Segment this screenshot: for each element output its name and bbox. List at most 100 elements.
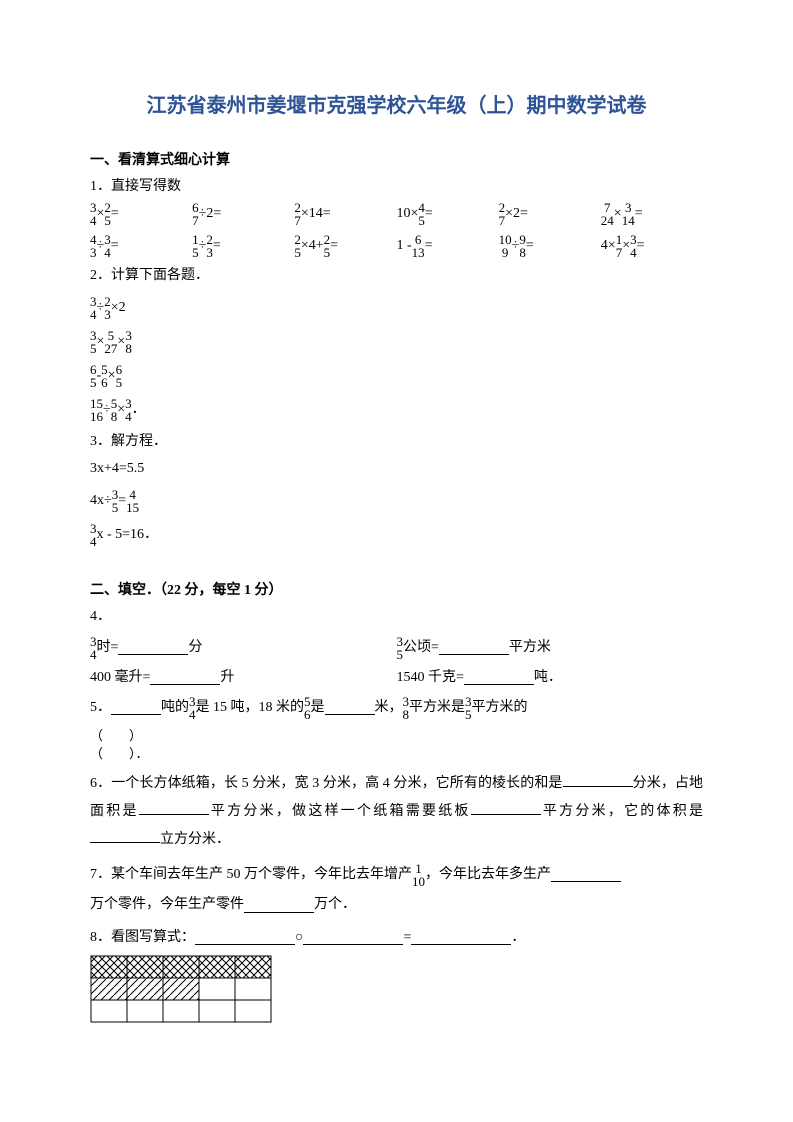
fraction: 38	[125, 329, 132, 355]
q2-label: 2．计算下面各题．	[90, 265, 703, 287]
fill-blank[interactable]	[464, 671, 534, 685]
math-text: 10×	[396, 203, 418, 225]
fill-blank[interactable]	[411, 931, 511, 945]
q7-para: 7．某个车间去年生产 50 万个零件，今年比去年增产110，今年比去年多生产万个…	[90, 860, 703, 922]
math-text: ×	[97, 203, 105, 225]
fill-blank[interactable]	[90, 829, 160, 843]
math-text: 吨的	[161, 697, 189, 719]
math-text: 8．看图写算式：	[90, 927, 195, 949]
math-text: =	[330, 235, 338, 257]
q3-eq3: 34x - 5=16．	[90, 522, 703, 548]
math-text: ×	[117, 331, 125, 353]
math-text: =	[635, 203, 643, 225]
math-text: 升	[220, 667, 234, 689]
q6-para: 6．一个长方体纸箱，长 5 分米，宽 3 分米，高 4 分米，它所有的棱长的和是…	[90, 770, 703, 854]
calc-cell: 27×14=	[294, 201, 396, 227]
math-text: 公顷=	[403, 637, 439, 659]
q2-expr4: 1516÷58×34．	[90, 397, 703, 423]
q3-eq1: 3x+4=5.5	[90, 458, 703, 480]
fill-blank[interactable]	[139, 801, 209, 815]
q4-label: 4．	[90, 606, 703, 628]
math-text: 米，	[375, 697, 403, 719]
fraction: 527	[104, 329, 117, 355]
math-text: 平方米的	[472, 697, 528, 719]
calc-cell: 4×17×34=	[601, 233, 703, 259]
q4-row2: 400 毫升= 升 1540 千克= 吨．	[90, 667, 703, 689]
math-text: 1540 千克=	[397, 667, 464, 689]
fill-blank[interactable]	[551, 868, 621, 882]
math-text: 4x÷	[90, 490, 112, 512]
calc-cell: 34×25=	[90, 201, 192, 227]
q2-expr2: 35×527×38	[90, 329, 703, 355]
math-text: 是	[311, 697, 325, 719]
fraction: 110	[412, 862, 425, 888]
q2-expr1: 34÷23×2	[90, 295, 703, 321]
math-text: ．	[132, 399, 146, 421]
math-text: ×4+	[301, 235, 324, 257]
fill-blank[interactable]	[195, 931, 295, 945]
math-text: ×	[117, 399, 125, 421]
math-text: ÷	[512, 235, 520, 257]
calc-cell: 15÷23=	[192, 233, 294, 259]
math-text: ÷	[103, 399, 111, 421]
math-text: =	[111, 235, 119, 257]
math-text: ×	[614, 203, 622, 225]
math-text: 平方米是	[409, 697, 465, 719]
fill-blank[interactable]	[325, 701, 375, 715]
math-text: ×	[108, 365, 116, 387]
math-text: 平方米	[509, 637, 551, 659]
q1-row2: 43÷34=15÷23=25×4+25=1 - 613=109÷98=4×17×…	[90, 233, 703, 259]
fill-blank[interactable]	[439, 641, 509, 655]
calc-cell: 10×45=	[396, 201, 498, 227]
math-text: 时=	[97, 637, 119, 659]
paren-bot: （ ）．	[90, 745, 703, 763]
q8-diagram	[90, 955, 703, 1023]
q5-row: 5．吨的34是 15 吨，18 米的56是米，38平方米是35平方米的	[90, 695, 703, 721]
section1-header: 一、看清算式细心计算	[90, 150, 703, 172]
math-text: 1 -	[396, 235, 411, 257]
math-text: ×	[301, 203, 309, 225]
math-text: ×2	[111, 297, 126, 319]
fraction: 613	[412, 233, 425, 259]
calc-cell: 27×2=	[499, 201, 601, 227]
fraction: 724	[601, 201, 614, 227]
math-text: ×	[97, 331, 105, 353]
fill-blank[interactable]	[118, 641, 188, 655]
calc-cell: 67÷2=	[192, 201, 294, 227]
math-text: ÷	[97, 297, 105, 319]
fraction: 415	[126, 488, 139, 514]
math-text: ，今年比去年多生产	[425, 860, 551, 891]
fill-blank[interactable]	[150, 671, 220, 685]
fill-blank[interactable]	[244, 899, 314, 913]
fill-blank[interactable]	[111, 701, 161, 715]
math-text: 万个零件，今年生产零件	[90, 890, 244, 921]
math-text: 2=	[206, 203, 221, 225]
math-text: =	[425, 203, 433, 225]
fill-blank[interactable]	[471, 801, 541, 815]
math-text: 吨．	[534, 667, 562, 689]
calc-cell: 25×4+25=	[294, 233, 396, 259]
math-text: ×	[505, 203, 513, 225]
math-text: 7．某个车间去年生产 50 万个零件，今年比去年增产	[90, 860, 412, 891]
math-text: ÷	[199, 203, 207, 225]
math-text: 5．	[90, 697, 111, 719]
math-text: =	[526, 235, 534, 257]
calc-cell: 1 - 613=	[396, 233, 498, 259]
math-text: 4×	[601, 235, 616, 257]
fill-blank[interactable]	[303, 931, 403, 945]
q5-paren: （ ） （ ）．	[90, 727, 703, 763]
page-title: 江苏省泰州市姜堰市克强学校六年级（上）期中数学试卷	[90, 90, 703, 122]
math-text: 万个．	[314, 890, 356, 921]
math-text: ÷	[199, 235, 207, 257]
fill-blank[interactable]	[563, 773, 633, 787]
math-text: =	[425, 235, 433, 257]
paren-top: （ ）	[90, 727, 703, 745]
calc-cell: 109÷98=	[499, 233, 601, 259]
fraction: 65	[116, 363, 123, 389]
calc-cell: 43÷34=	[90, 233, 192, 259]
math-text: 400 毫升=	[90, 667, 150, 689]
q1-row1: 34×25=67÷2=27×14=10×45=27×2=724×314=	[90, 201, 703, 227]
calc-cell: 724×314=	[601, 201, 703, 227]
math-text: 是 15 吨，18 米的	[196, 697, 305, 719]
math-text: ．	[511, 927, 525, 949]
